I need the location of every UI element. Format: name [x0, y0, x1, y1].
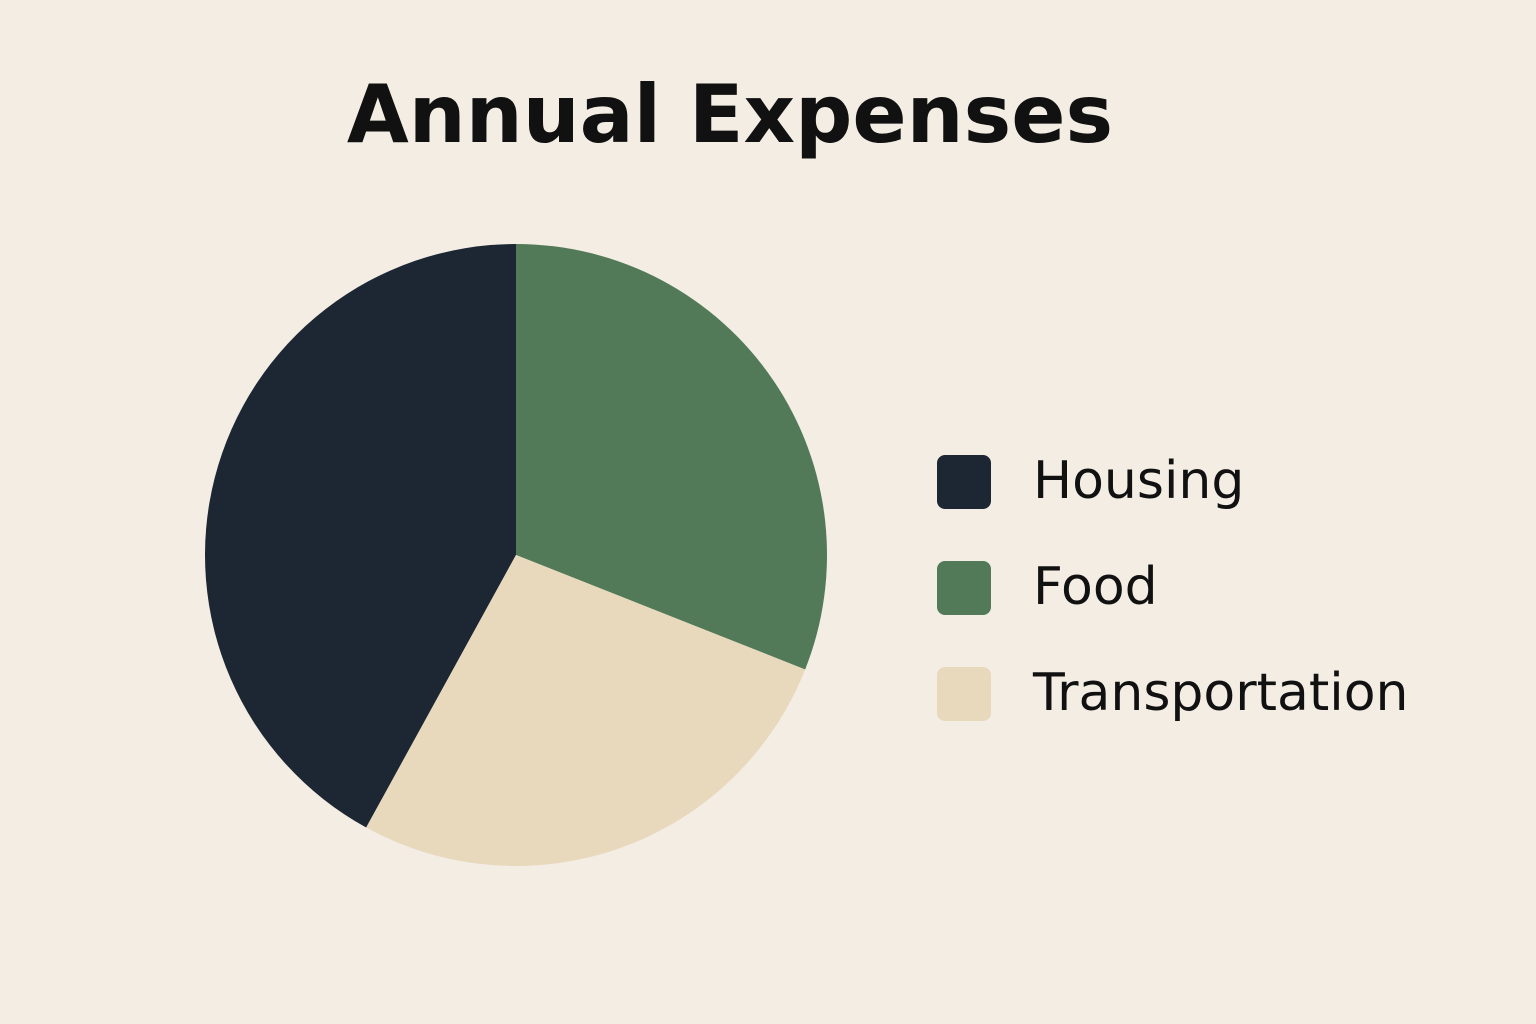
- legend-swatch: [937, 667, 991, 721]
- pie-slice: [205, 244, 516, 828]
- legend-swatch: [937, 561, 991, 615]
- chart-title: Annual Expenses: [347, 68, 1113, 161]
- legend-label: Housing: [1033, 451, 1244, 511]
- legend-swatch: [937, 455, 991, 509]
- pie-slice: [516, 244, 827, 670]
- pie-slice: [366, 555, 806, 866]
- legend-label: Transportation: [1032, 663, 1408, 723]
- legend-label: Food: [1033, 557, 1158, 617]
